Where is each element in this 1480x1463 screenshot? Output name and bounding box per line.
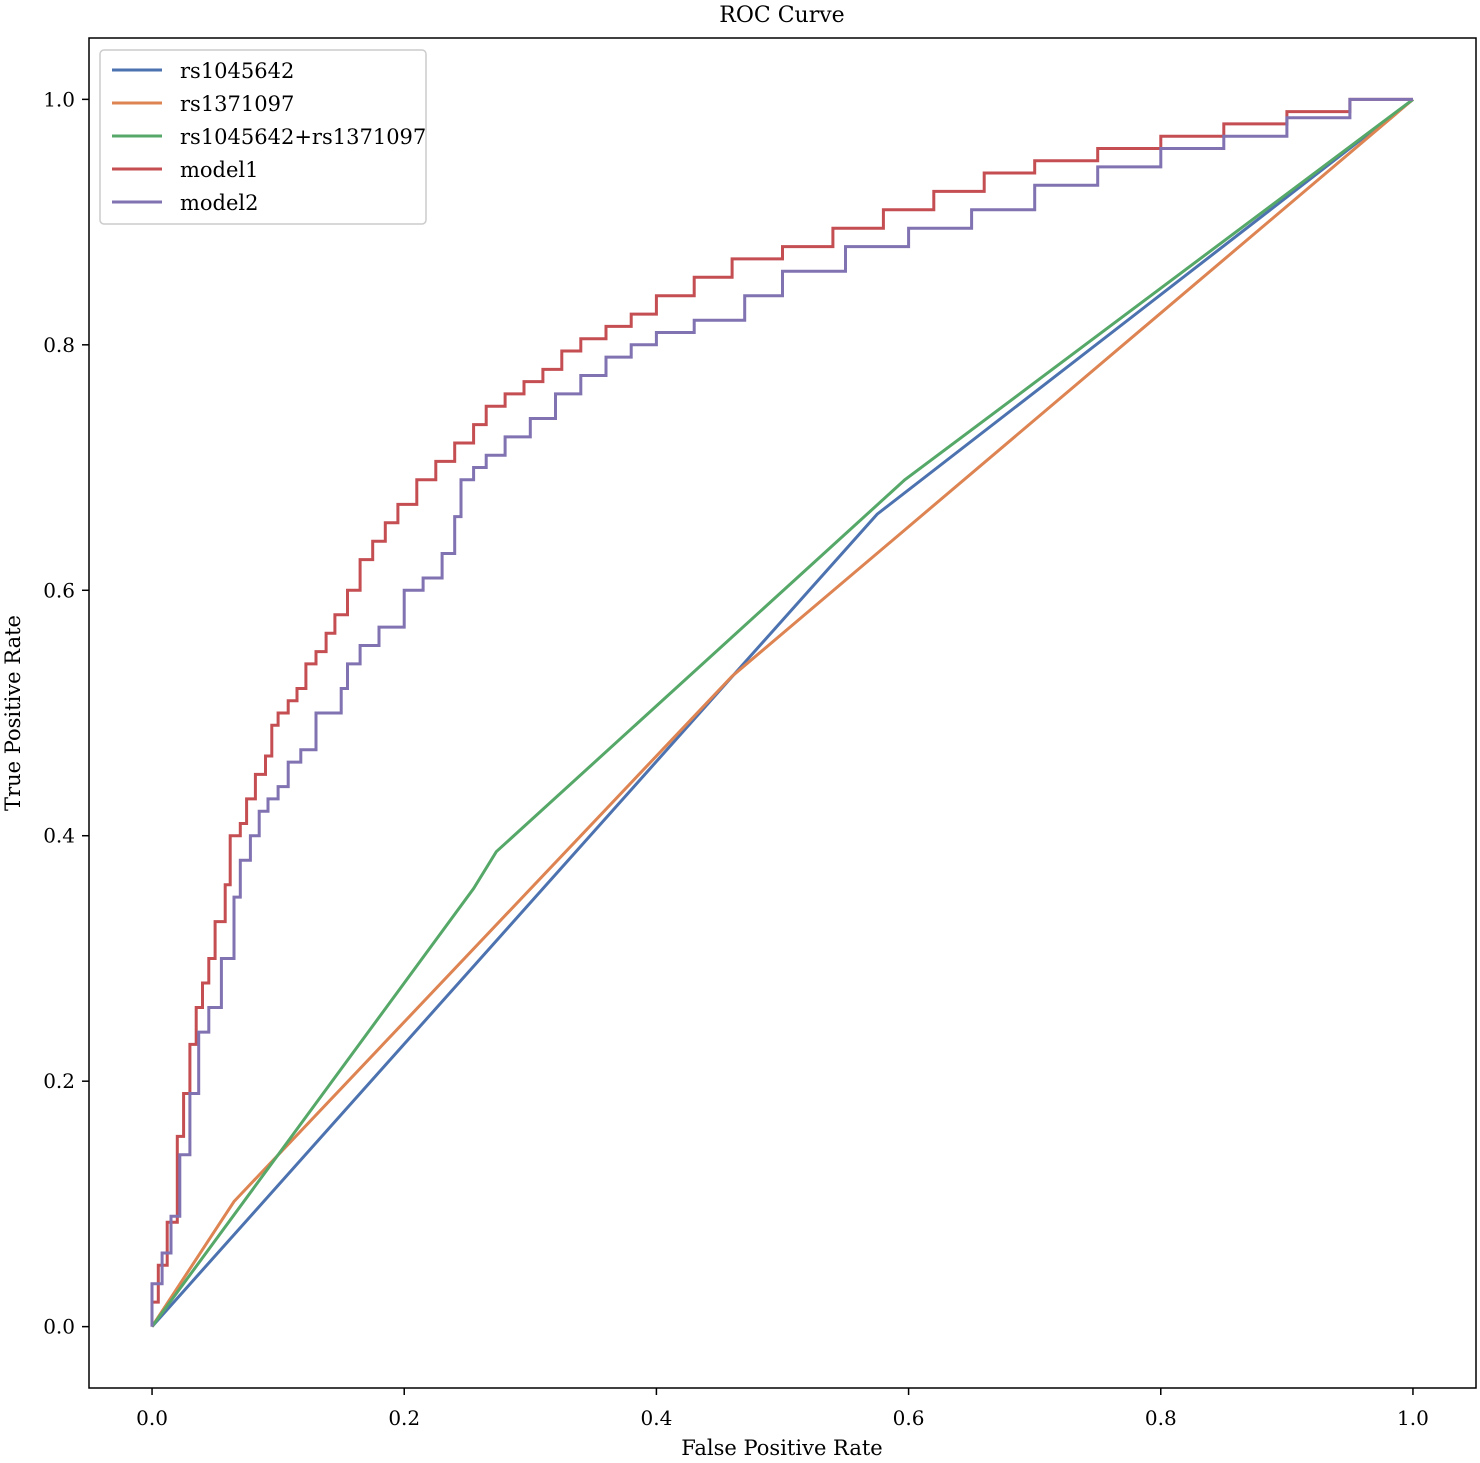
x-tick-label: 1.0 <box>1397 1406 1429 1430</box>
y-tick-label: 0.2 <box>43 1069 75 1093</box>
y-axis-label: True Positive Rate <box>1 615 25 811</box>
chart-title: ROC Curve <box>719 3 844 28</box>
series-line-rs1045642 <box>150 98 1414 1328</box>
legend: rs1045642 rs1371097 rs1045642+rs1371097 mod… <box>99 49 427 225</box>
x-axis-label: False Positive Rate <box>681 1436 882 1459</box>
y-tick-label: 0.0 <box>43 1315 75 1339</box>
x-tick-label: 0.2 <box>388 1406 420 1430</box>
series-layer <box>150 97 1414 1328</box>
y-tick-label: 0.4 <box>43 824 75 848</box>
legend-items: rs1045642 rs1371097 rs1045642+rs1371097 mod… <box>112 59 426 215</box>
y-axis-ticks: 0.0 0.2 0.4 0.6 0.8 1.0 <box>43 87 89 1339</box>
series-line-rs1371097 <box>150 98 1414 1328</box>
x-tick-label: 0.4 <box>641 1406 673 1430</box>
y-tick-label: 0.6 <box>43 578 75 602</box>
series-line-model2 <box>150 97 1413 1327</box>
y-tick-label: 1.0 <box>43 87 75 111</box>
y-tick-label: 0.8 <box>43 333 75 357</box>
legend-label-rs1045642+rs1371097: rs1045642+rs1371097 <box>180 125 426 149</box>
x-axis-ticks: 0.0 0.2 0.4 0.6 0.8 1.0 <box>136 1388 1429 1430</box>
series-line-rs1045642+rs1371097 <box>150 98 1414 1328</box>
x-tick-label: 0.6 <box>893 1406 925 1430</box>
legend-label-rs1045642: rs1045642 <box>180 59 294 83</box>
x-tick-label: 0.0 <box>136 1406 168 1430</box>
legend-frame <box>99 49 427 225</box>
legend-label-rs1371097: rs1371097 <box>180 92 294 116</box>
x-tick-label: 0.8 <box>1145 1406 1177 1430</box>
legend-label-model1: model1 <box>180 158 259 182</box>
plot-frame <box>88 37 1477 1389</box>
legend-label-model2: model2 <box>180 191 259 215</box>
series-line-model1 <box>150 97 1413 1327</box>
